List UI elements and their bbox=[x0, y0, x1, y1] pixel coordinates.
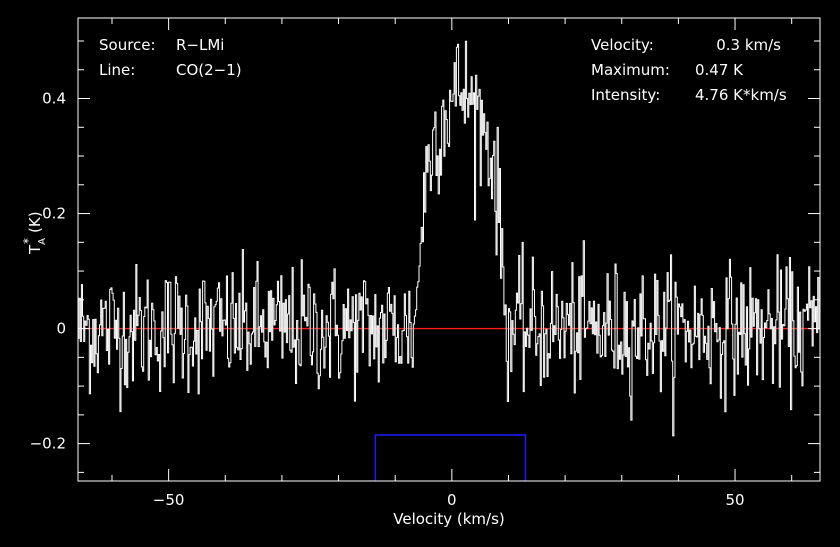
info-velocity-value: 0.3 km/s bbox=[716, 36, 781, 54]
x-tick-label: −50 bbox=[153, 491, 185, 509]
tick-label-layer: −50 0 50 −0.2 0 0.2 0.4 bbox=[30, 90, 745, 509]
y-tick-label: 0.2 bbox=[42, 205, 66, 223]
info-line-value: CO(2−1) bbox=[176, 61, 242, 79]
info-velocity-key: Velocity: bbox=[591, 36, 654, 54]
plot-frame bbox=[77, 17, 821, 482]
info-source-key: Source: bbox=[99, 36, 156, 54]
axis-layer bbox=[77, 17, 821, 482]
y-tick-label: −0.2 bbox=[30, 435, 66, 453]
info-intensity-value: 4.76 K*km/s bbox=[695, 86, 787, 104]
x-tick-label: 50 bbox=[725, 491, 744, 509]
y-axis-label-text: TA* (K) bbox=[21, 211, 48, 255]
x-axis-label: Velocity (km/s) bbox=[393, 510, 504, 528]
y-label-sup: * bbox=[21, 238, 35, 244]
y-axis-label: TA* (K) bbox=[21, 211, 48, 255]
x-tick-label: 0 bbox=[447, 491, 457, 509]
info-intensity-key: Intensity: bbox=[591, 86, 660, 104]
info-maximum-key: Maximum: bbox=[591, 61, 670, 79]
y-tick-label: 0.4 bbox=[42, 90, 66, 108]
spectrum-series bbox=[78, 40, 820, 437]
info-line-key: Line: bbox=[99, 61, 135, 79]
y-label-sub: A bbox=[37, 238, 48, 245]
info-source-value: R−LMi bbox=[176, 36, 224, 54]
line-window-box bbox=[374, 434, 527, 481]
y-tick-label: 0 bbox=[56, 320, 66, 338]
y-label-unit: (K) bbox=[26, 211, 44, 233]
spectrum-layer bbox=[78, 40, 820, 481]
info-maximum-value: 0.47 K bbox=[695, 61, 744, 79]
y-label-main: T bbox=[26, 244, 44, 255]
